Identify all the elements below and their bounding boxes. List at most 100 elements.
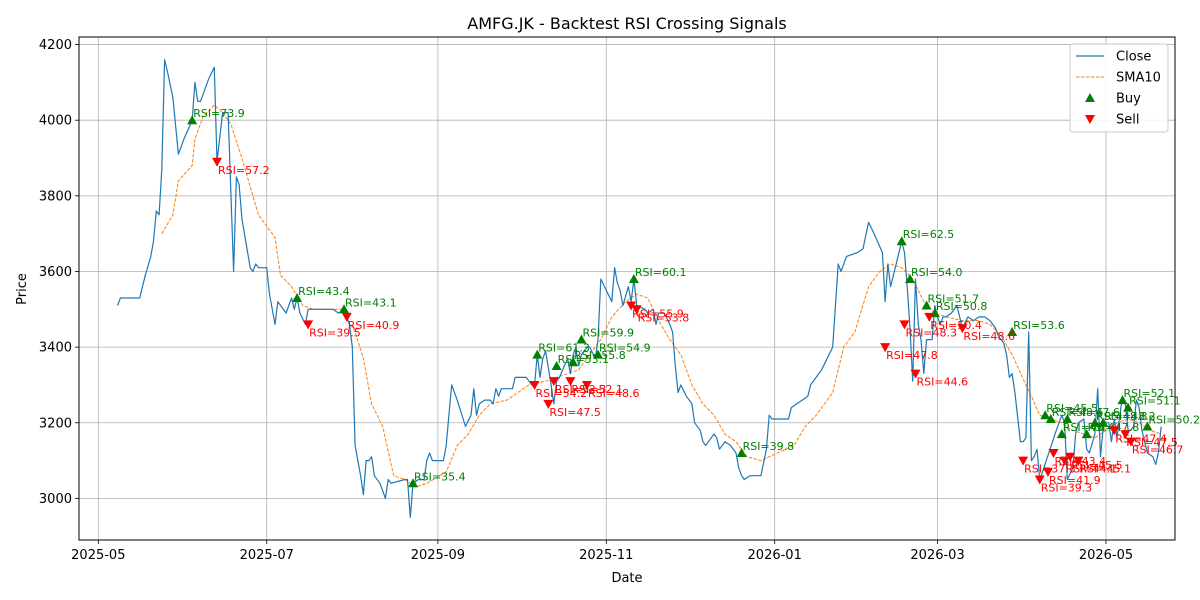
sell-marker (1018, 456, 1029, 466)
sell-annotation: RSI=55.9 (632, 308, 684, 321)
sell-marker (1120, 430, 1131, 440)
buy-marker (187, 115, 198, 125)
sell-marker (1043, 467, 1054, 477)
sell-marker (924, 312, 935, 322)
buy-marker (532, 349, 543, 359)
legend: Close SMA10 Buy Sell (1069, 43, 1169, 133)
buy-annotation: RSI=48.8 (1096, 410, 1148, 423)
buy-annotation: RSI=53.6 (1013, 319, 1065, 332)
sell-marker (565, 377, 576, 387)
sell-marker (1125, 437, 1136, 447)
buy-marker (568, 357, 579, 367)
sell-annotation: RSI=47.5 (1126, 436, 1178, 449)
sell-annotation: RSI=45.1 (1079, 463, 1131, 476)
buy-annotation: RSI=51.1 (1129, 395, 1181, 408)
sell-annotation: RSI=45.5 (1071, 459, 1123, 472)
sell-annotation: RSI=50.4 (930, 319, 982, 332)
buy-marker (628, 274, 639, 284)
sell-marker (212, 157, 223, 167)
buy-marker (1062, 413, 1073, 423)
legend-label: Buy (1116, 92, 1141, 107)
buy-annotation: RSI=35.4 (414, 470, 466, 483)
sell-marker (1073, 456, 1084, 466)
sell-annotation: RSI=47.8 (886, 349, 938, 362)
buy-annotation: RSI=61.3 (538, 342, 590, 355)
buy-annotation: RSI=43.4 (298, 285, 350, 298)
buy-marker (1117, 395, 1128, 405)
buy-marker (1142, 421, 1153, 431)
sell-annotation: RSI=47.4 (1115, 432, 1167, 445)
y-tick-label: 4200 (39, 38, 72, 53)
buy-marker (292, 292, 303, 302)
x-tick-label: 2025-05 (71, 548, 125, 563)
buy-marker (1089, 417, 1100, 427)
buy-marker (408, 478, 419, 488)
buy-marker (896, 236, 907, 246)
buy-marker (736, 448, 747, 458)
legend-buy-swatch (1085, 93, 1095, 102)
buy-annotation: RSI=48.6 (1052, 406, 1104, 419)
sell-annotation: RSI=40.9 (348, 319, 400, 332)
x-tick-label: 2025-09 (411, 548, 465, 563)
x-tick-label: 2026-01 (748, 548, 802, 563)
legend-label: Close (1116, 50, 1151, 65)
legend-sell-swatch (1085, 115, 1095, 124)
sell-annotation: RSI=48.6 (963, 330, 1015, 343)
buy-annotation: RSI=47.6 (1068, 406, 1120, 419)
buy-annotation: RSI=45.5 (1046, 402, 1098, 415)
sell-marker (341, 312, 352, 322)
sell-annotation: RSI=48.3 (905, 326, 957, 339)
sell-marker (1048, 449, 1059, 459)
sell-annotation: RSI=54.2 (536, 387, 588, 400)
sell-annotation: RSI=48.6 (588, 387, 640, 400)
y-tick-label: 3600 (39, 265, 72, 280)
sell-marker (957, 324, 968, 334)
plot-frame (78, 36, 1176, 541)
sell-marker (543, 399, 554, 409)
sell-marker (303, 320, 314, 330)
x-tick-label: 2026-03 (910, 548, 964, 563)
y-axis-label: Price (15, 273, 30, 305)
sell-annotation: RSI=41.9 (1049, 474, 1101, 487)
x-tick-label: 2025-07 (240, 548, 294, 563)
buy-marker (1007, 326, 1018, 336)
sell-marker (910, 369, 921, 379)
grid (79, 37, 1175, 540)
buy-marker (1056, 429, 1067, 439)
buy-marker (1045, 413, 1056, 423)
sell-marker (548, 377, 559, 387)
buy-annotation: RSI=62.5 (903, 228, 955, 241)
buy-annotation: RSI=60.1 (635, 266, 687, 279)
sell-annotation: RSI=44.6 (916, 376, 968, 389)
buy-marker (551, 361, 562, 371)
buy-marker (339, 304, 350, 314)
buy-marker (576, 334, 587, 344)
y-axis: 3000 3200 3400 3600 3800 4000 4200 (39, 38, 79, 507)
buy-marker (921, 300, 932, 310)
sell-marker (1059, 456, 1070, 466)
chart-title: AMFG.JK - Backtest RSI Crossing Signals (467, 14, 787, 33)
sell-annotation: RSI=39.5 (309, 326, 361, 339)
legend-label: SMA10 (1116, 71, 1161, 86)
sell-marker (880, 343, 891, 353)
sell-annotation: RSI=57.2 (218, 164, 270, 177)
sell-marker (581, 380, 592, 390)
buy-annotation: RSI=54.0 (911, 266, 963, 279)
buy-marker (1040, 410, 1051, 420)
buy-annotation: RSI=59.9 (582, 327, 634, 340)
sell-marker (529, 380, 540, 390)
buy-marker (1081, 429, 1092, 439)
sell-marker (1034, 475, 1045, 485)
y-tick-label: 3000 (39, 492, 72, 507)
x-tick-label: 2026-05 (1079, 548, 1133, 563)
buy-annotation: RSI=50.2 (1148, 414, 1200, 427)
sell-annotation: RSI=47.5 (549, 406, 601, 419)
sell-marker (631, 305, 642, 315)
buy-annotation: RSI=51.7 (928, 293, 980, 306)
buy-marker (1123, 402, 1134, 412)
legend-label: Sell (1116, 113, 1139, 128)
sell-annotation: RSI=44.1 (1066, 463, 1118, 476)
buy-annotation: RSI=43.1 (345, 296, 397, 309)
sell-marker (899, 320, 910, 330)
